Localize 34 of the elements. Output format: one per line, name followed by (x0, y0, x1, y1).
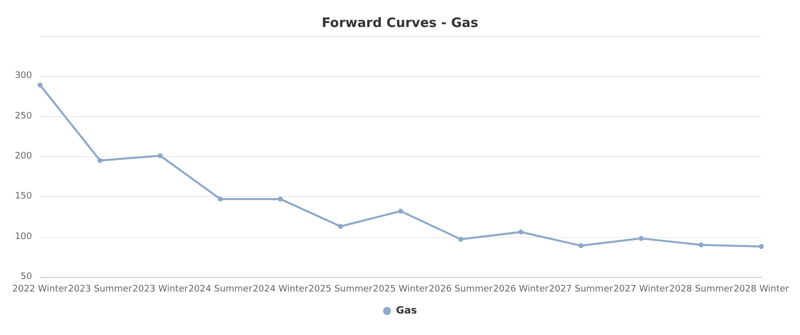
x-tick-label: 2026 Winter (493, 284, 549, 294)
x-tick-label: 2027 Winter (613, 284, 670, 294)
x-tick-label: 2024 Summer (188, 284, 253, 294)
chart-title: Forward Curves - Gas (322, 16, 479, 31)
point (218, 196, 223, 202)
y-tick-label: 150 (14, 192, 32, 202)
point (638, 236, 644, 241)
point (338, 224, 344, 229)
x-tick-label: 2027 Summer (548, 284, 614, 294)
y-tick-label: 100 (14, 232, 32, 242)
x-tick-label: 2025 Summer (308, 284, 373, 294)
y-tick-label: 200 (14, 152, 32, 162)
x-tick-label: 2028 Winter (734, 284, 790, 294)
x-tick-label: 2023 Summer (68, 284, 132, 294)
point (278, 196, 283, 202)
y-tick-label: 300 (14, 71, 32, 82)
y-tick-label: 50 (20, 272, 32, 282)
point (158, 153, 163, 158)
point (398, 208, 404, 214)
y-tick-label: 250 (14, 111, 32, 122)
point (38, 82, 42, 88)
point (458, 236, 464, 242)
x-tick-label: 2022 Winter (12, 284, 68, 294)
legend-label: Gas (396, 306, 417, 316)
x-tick-label: 2025 Winter (372, 284, 429, 294)
x-tick-label: 2028 Summer (669, 284, 734, 294)
point (578, 243, 584, 248)
x-tick-label: 2026 Summer (428, 284, 494, 294)
x-tick-label: 2023 Winter (132, 284, 188, 294)
point (698, 242, 704, 248)
point (518, 230, 524, 235)
x-tick-label: 2024 Winter (252, 284, 308, 294)
point (758, 244, 764, 249)
point (98, 158, 103, 164)
